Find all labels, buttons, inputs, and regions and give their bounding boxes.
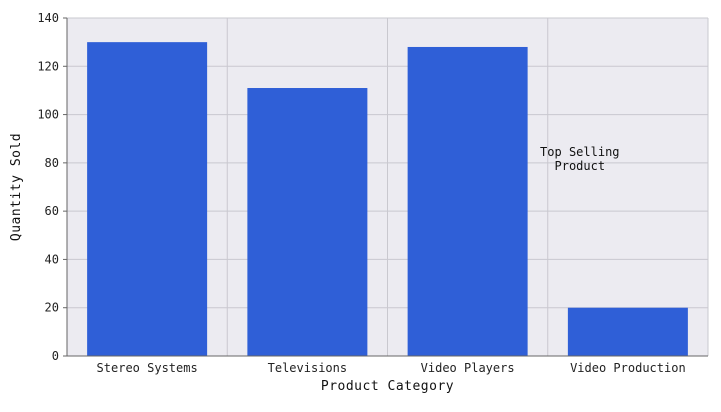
bar-video-production: [567, 307, 688, 356]
bar-series: [87, 42, 688, 357]
x-tick-label: Stereo Systems: [97, 361, 198, 375]
y-tick-label: 40: [45, 252, 59, 266]
x-tick-label: Televisions: [268, 361, 347, 375]
bar-video-players: [407, 46, 528, 356]
y-tick-label: 60: [45, 204, 59, 218]
x-tick-labels: Stereo Systems Televisions Video Players Vi…: [97, 361, 686, 375]
x-tick-label: Video Production: [570, 361, 686, 375]
y-tick-label: 100: [37, 108, 59, 122]
axes: [63, 17, 708, 357]
y-tick-labels: 0 20 40 60 80 100 120 140: [37, 11, 59, 363]
y-tick-label: 120: [37, 59, 59, 73]
y-tick-label: 20: [45, 301, 59, 315]
bar-stereo-systems: [87, 42, 208, 357]
bar-televisions: [247, 88, 368, 356]
x-tick-label: Video Players: [421, 361, 515, 375]
y-tick-label: 80: [45, 156, 59, 170]
annotation-line-1: Top Selling: [540, 145, 619, 159]
y-tick-label: 140: [37, 11, 59, 25]
x-axis-title: Product Category: [321, 379, 454, 394]
annotation-line-2: Product: [555, 159, 606, 173]
y-tick-label: 0: [52, 349, 59, 363]
y-axis-title: Quantity Sold: [9, 133, 24, 241]
